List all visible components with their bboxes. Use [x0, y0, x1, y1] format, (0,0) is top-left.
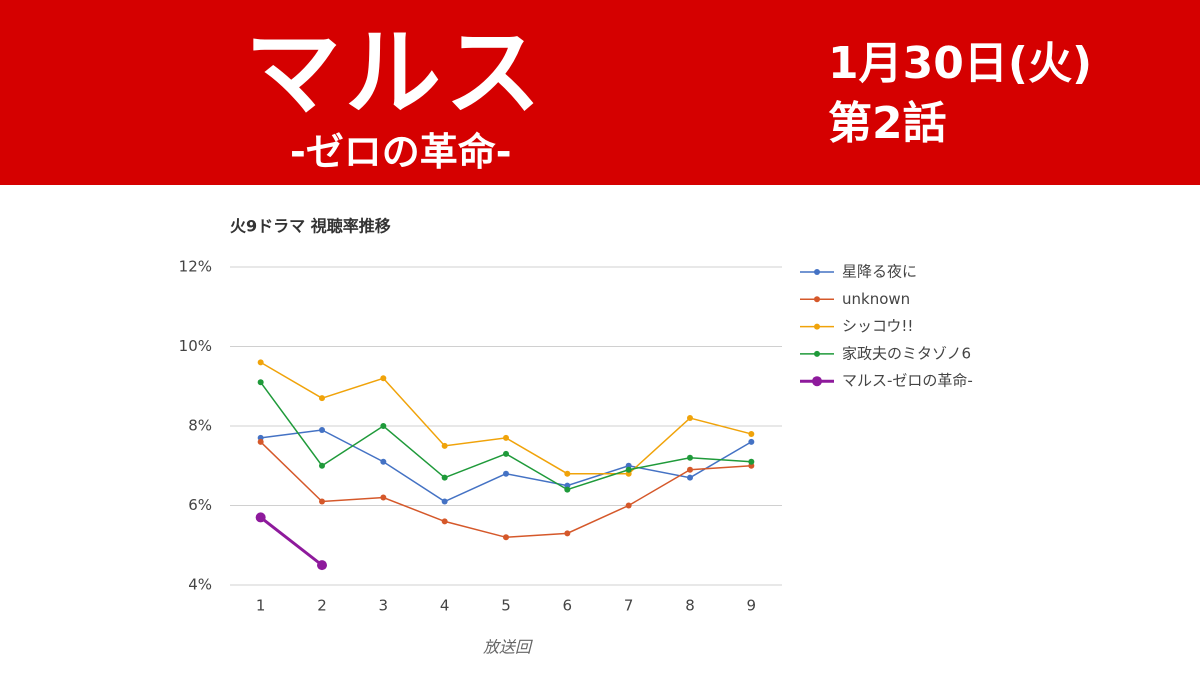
data-point — [687, 454, 693, 461]
legend-marker — [814, 350, 820, 357]
x-tick-label: 7 — [624, 597, 634, 615]
data-point — [441, 442, 448, 449]
data-point — [319, 395, 325, 402]
data-point — [380, 494, 387, 501]
data-point — [564, 530, 571, 537]
data-point — [317, 560, 327, 571]
data-point — [257, 359, 264, 366]
x-tick-label: 9 — [747, 597, 757, 615]
data-point — [441, 474, 448, 481]
legend-label: マルス-ゼロの革命- — [842, 372, 973, 390]
legend-label: unknown — [842, 290, 910, 308]
legend-label: シッコウ!! — [842, 317, 913, 335]
legend-marker — [814, 323, 820, 330]
data-point — [503, 434, 509, 441]
y-tick-label: 10% — [179, 337, 212, 355]
data-point — [319, 462, 325, 469]
x-tick-label: 2 — [317, 597, 327, 615]
data-point — [441, 498, 448, 505]
x-tick-label: 5 — [501, 597, 511, 615]
data-point — [748, 458, 755, 465]
data-point — [319, 498, 325, 505]
y-tick-label: 4% — [188, 576, 212, 594]
chart-title: 火9ドラマ 視聴率推移 — [230, 217, 391, 236]
series-line — [259, 516, 323, 567]
episode: 第2話 — [828, 98, 947, 149]
data-point — [748, 430, 755, 437]
header-banner: マルス -ゼロの革命- 1月30日(火) 第2話 — [0, 0, 1200, 185]
y-tick-label: 8% — [188, 417, 212, 435]
data-point — [625, 502, 632, 509]
x-tick-label: 3 — [379, 597, 389, 615]
x-tick-label: 1 — [256, 597, 266, 615]
data-point — [441, 518, 448, 525]
air-date: 1月30日(火) — [828, 38, 1093, 89]
y-tick-label: 12% — [179, 258, 212, 276]
x-tick-label: 4 — [440, 597, 450, 615]
data-point — [503, 470, 509, 477]
legend-marker — [814, 296, 820, 303]
data-point — [319, 426, 325, 433]
data-point — [564, 486, 571, 493]
data-point — [380, 458, 387, 465]
data-point — [255, 512, 266, 523]
data-point — [380, 375, 387, 382]
legend-marker — [812, 376, 822, 387]
show-subtitle: -ゼロの革命- — [290, 130, 512, 174]
data-point — [625, 466, 632, 473]
legend-label: 星降る夜に — [842, 263, 917, 281]
x-tick-label: 6 — [563, 597, 573, 615]
show-title: マルス — [245, 17, 545, 129]
data-point — [687, 415, 693, 422]
data-point — [503, 450, 509, 457]
legend-label: 家政夫のミタゾノ6 — [842, 344, 971, 362]
x-axis-label: 放送回 — [483, 638, 533, 657]
data-point — [687, 474, 693, 481]
data-point — [564, 470, 571, 477]
data-point — [257, 438, 264, 445]
data-point — [748, 438, 755, 445]
y-tick-label: 6% — [188, 496, 212, 514]
data-point — [257, 379, 264, 386]
x-tick-label: 8 — [685, 597, 695, 615]
data-point — [503, 534, 509, 541]
data-point — [687, 466, 693, 473]
legend-marker — [814, 269, 820, 275]
data-point — [380, 423, 387, 429]
